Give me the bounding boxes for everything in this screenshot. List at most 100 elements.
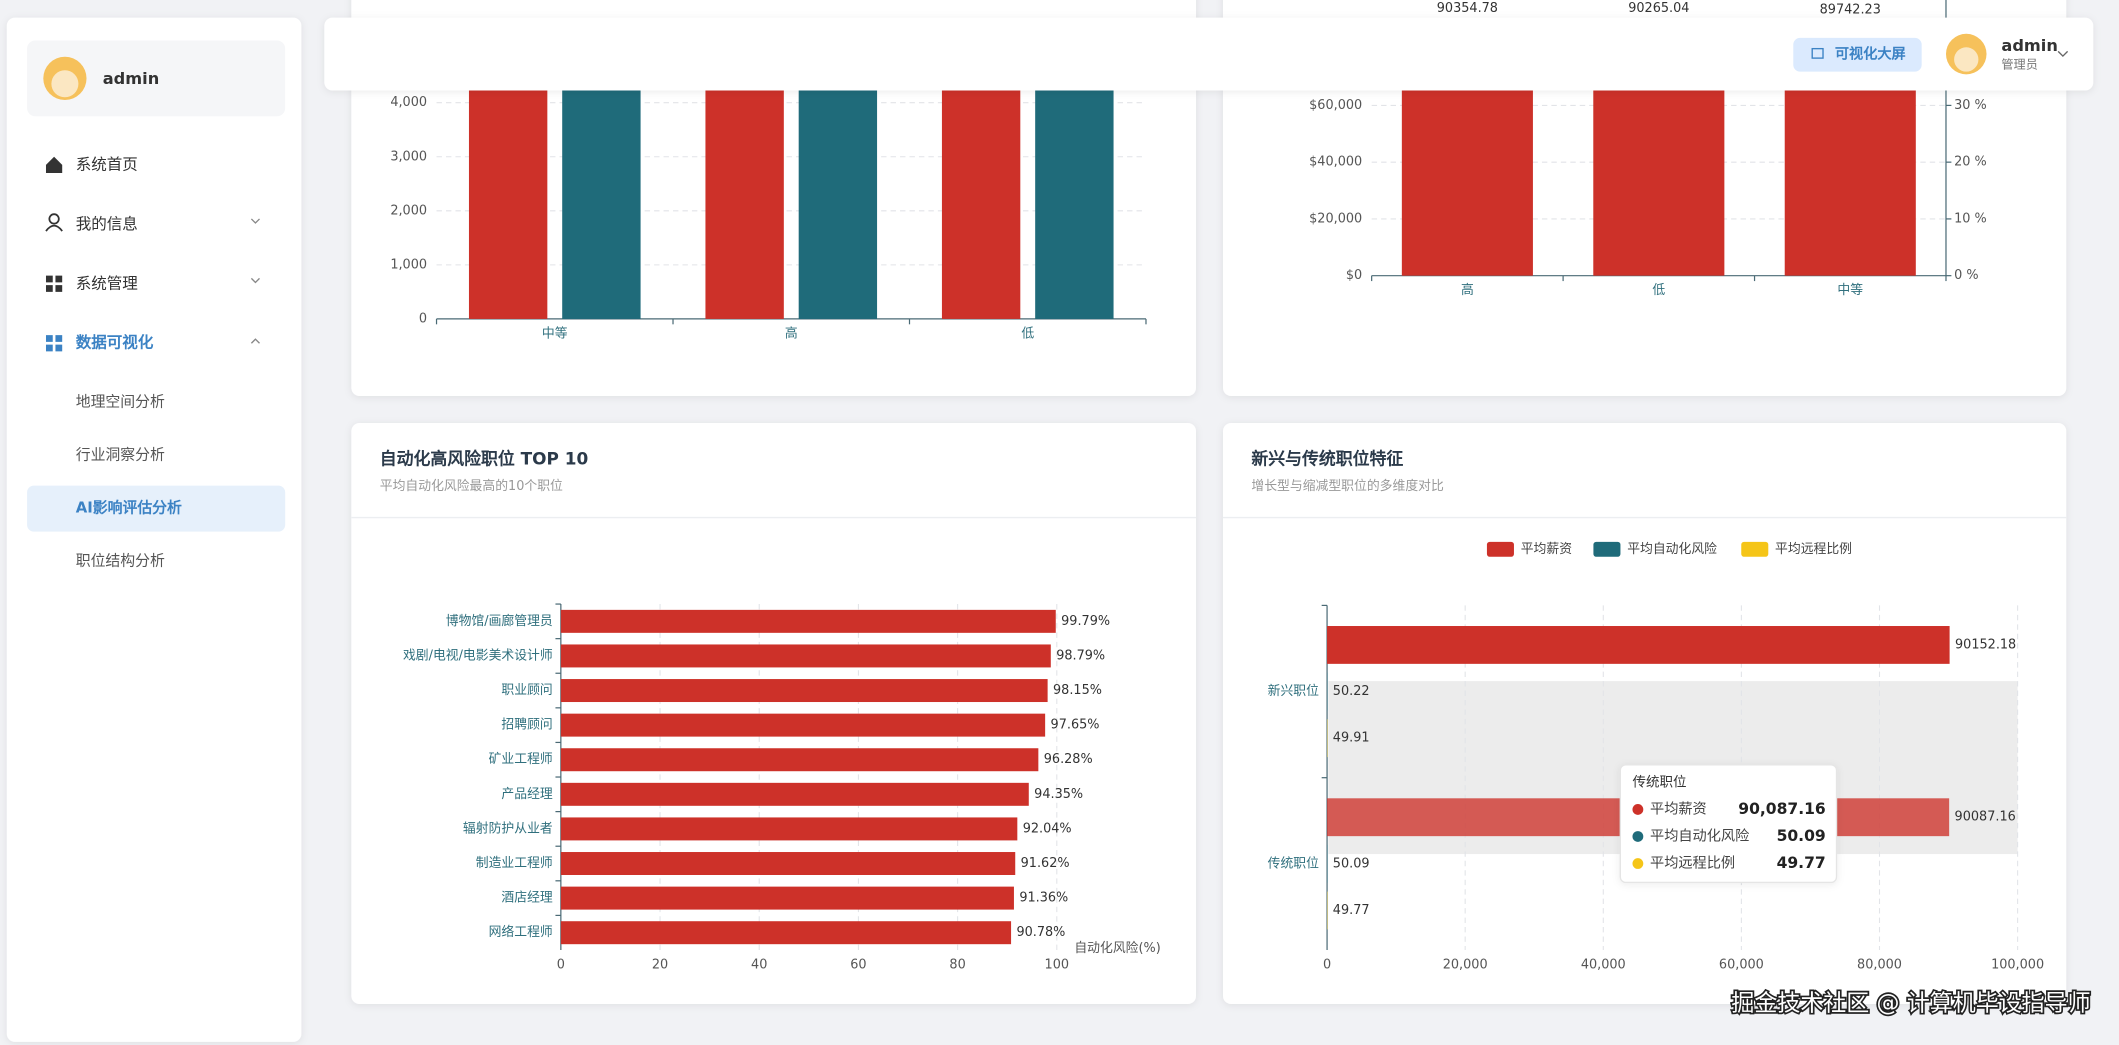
chevron <box>250 338 260 344</box>
bar <box>941 69 1021 319</box>
value-label: 92.04% <box>1023 821 1072 836</box>
legend-label[interactable]: 平均远程比例 <box>1775 542 1852 557</box>
bar[interactable] <box>560 609 1056 633</box>
y-tick-label: 招聘顾问 <box>501 718 552 733</box>
bar[interactable] <box>560 817 1018 841</box>
icon-user <box>45 224 63 232</box>
chevron[interactable] <box>2057 50 2069 58</box>
bar[interactable] <box>1327 626 1950 664</box>
x-tick-label: 100,000 <box>1991 957 2044 972</box>
legend-swatch[interactable] <box>1593 541 1621 557</box>
y-tick-label: 新兴职位 <box>1268 683 1319 699</box>
x-tick-label: 80 <box>949 957 965 972</box>
tooltip-title: 传统职位 <box>1632 774 1686 790</box>
x-tick-label: 20 <box>652 957 668 972</box>
y-tick-label: 矿业工程师 <box>489 752 553 767</box>
value-label: 96.28% <box>1044 752 1093 767</box>
submenu-item[interactable]: 地理空间分析 <box>76 393 165 411</box>
y-tick-label: 产品经理 <box>501 787 552 802</box>
header <box>324 17 2094 91</box>
x-tick-label: 60 <box>850 957 866 972</box>
y-tick-label: 制造业工程师 <box>476 856 553 871</box>
value-label: 91.62% <box>1021 856 1070 871</box>
header-role: 管理员 <box>2001 56 2037 71</box>
chevron <box>250 277 260 284</box>
tooltip-value: 90,087.16 <box>1738 800 1825 818</box>
x-tick-label: 0 <box>1323 957 1331 972</box>
submenu-item[interactable]: 行业洞察分析 <box>76 446 165 464</box>
y-tick-label: 1,000 <box>390 257 427 272</box>
value-label: 97.65% <box>1051 718 1100 733</box>
bar[interactable] <box>560 921 1012 945</box>
bar[interactable] <box>560 782 1029 806</box>
x-tick-label: 高 <box>785 325 798 341</box>
submenu-item[interactable]: 职位结构分析 <box>76 552 165 570</box>
y-tick-label: 辐射防护从业者 <box>463 820 553 836</box>
x-tick-label: 0 <box>557 957 565 972</box>
y-tick-label: 传统职位 <box>1268 856 1319 871</box>
sidebar-user: admin <box>103 69 160 88</box>
panel-title: 新兴与传统职位特征 <box>1251 448 1403 468</box>
menu-item[interactable]: 系统管理 <box>76 274 139 292</box>
y-tick-label: $60,000 <box>1309 98 1362 113</box>
x-tick-label: 低 <box>1652 283 1665 298</box>
y-tick-label: 网络工程师 <box>489 924 553 940</box>
bar[interactable] <box>560 679 1048 703</box>
x-tick-label: 40,000 <box>1581 957 1626 972</box>
tooltip-dot <box>1632 831 1644 842</box>
tooltip-name: 平均远程比例 <box>1650 856 1735 872</box>
panel <box>351 422 1196 1005</box>
chevron <box>250 218 260 224</box>
bar[interactable] <box>560 886 1014 910</box>
menu-item[interactable]: 系统首页 <box>76 155 138 173</box>
value-label: 94.35% <box>1034 787 1083 802</box>
bar[interactable] <box>560 748 1039 772</box>
y2-tick-label: 20 % <box>1954 155 1987 170</box>
submenu-item[interactable]: AI影响评估分析 <box>76 499 182 517</box>
value-label: 49.77 <box>1333 903 1370 918</box>
legend-label[interactable]: 平均自动化风险 <box>1627 542 1717 557</box>
icon-home <box>45 156 63 173</box>
bar[interactable] <box>560 644 1051 668</box>
y2-tick-label: 0 % <box>1954 268 1978 283</box>
legend-swatch[interactable] <box>1741 541 1769 557</box>
value-label: 90265.04 <box>1628 1 1689 16</box>
legend-swatch[interactable] <box>1486 541 1514 557</box>
bar[interactable] <box>560 852 1016 875</box>
x-tick-label: 中等 <box>1837 282 1863 298</box>
y-tick-label: 职业顾问 <box>501 683 552 698</box>
active-item[interactable] <box>27 485 286 532</box>
y2-tick-label: 10 % <box>1954 211 1987 226</box>
x-tick-label: 80,000 <box>1857 957 1902 972</box>
value-label: 98.15% <box>1053 683 1102 698</box>
value-label: 90.78% <box>1016 925 1065 940</box>
watermark: 掘金技术社区 @ 计算机毕设指导师 <box>1731 991 2090 1017</box>
value-label: 50.09 <box>1333 856 1370 871</box>
value-label: 50.22 <box>1333 684 1370 699</box>
value-label: 90087.16 <box>1955 810 2016 825</box>
x-tick-label: 低 <box>1021 326 1034 341</box>
y-tick-label: $0 <box>1346 268 1362 283</box>
bar <box>1035 69 1114 319</box>
legend-label[interactable]: 平均薪资 <box>1521 542 1572 557</box>
screen-button-label[interactable]: 可视化大屏 <box>1835 46 1906 63</box>
menu-item[interactable]: 数据可视化 <box>76 333 154 352</box>
tooltip-value: 49.77 <box>1777 854 1826 872</box>
header-user[interactable]: admin <box>2001 36 2058 55</box>
x-tick-label: 100 <box>1045 957 1070 972</box>
tooltip-value: 50.09 <box>1777 827 1826 845</box>
menu-item[interactable]: 我的信息 <box>76 215 138 233</box>
y-tick-label: 博物馆/画廊管理员 <box>446 613 553 629</box>
bar <box>705 67 784 319</box>
screen-button[interactable] <box>1793 37 1922 72</box>
value-label: 99.79% <box>1061 614 1110 629</box>
tooltip-dot <box>1632 858 1644 869</box>
value-label: 49.91 <box>1333 731 1370 746</box>
panel-subtitle: 平均自动化风险最高的10个职位 <box>380 478 563 494</box>
bar[interactable] <box>560 713 1046 737</box>
bar <box>562 71 641 319</box>
icon-screen <box>1811 47 1824 59</box>
